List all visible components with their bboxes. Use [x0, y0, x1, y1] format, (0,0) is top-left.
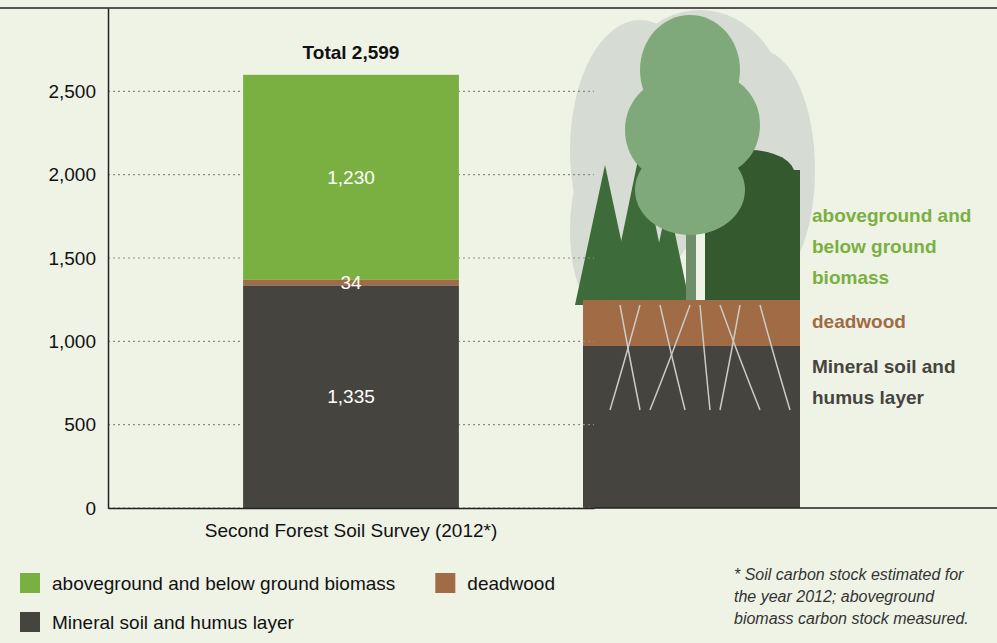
root [760, 305, 790, 410]
root [610, 305, 640, 410]
text-line: aboveground and [812, 205, 971, 226]
illustration [570, 10, 815, 508]
text-line: humus layer [812, 387, 925, 408]
legend-item: deadwood [435, 573, 555, 594]
data-label: 34 [340, 272, 362, 293]
root [720, 305, 740, 410]
data-label: 1,230 [327, 167, 375, 188]
background [0, 0, 997, 643]
y-axis: 0 500 1,000 1,500 2,000 2,500 [48, 9, 108, 519]
legend-label: Mineral soil and humus layer [52, 612, 295, 633]
text-line: deadwood [812, 311, 906, 332]
bars [243, 75, 459, 508]
text-line: Mineral soil and [812, 356, 956, 377]
y-tick-label: 1,500 [48, 248, 96, 269]
legend-label: aboveground and below ground biomass [52, 573, 395, 594]
roots [610, 305, 790, 410]
illustration-label: aboveground and below ground biomass [812, 205, 971, 288]
y-tick: 0 [85, 498, 108, 519]
y-tick: 1,500 [48, 248, 108, 269]
bar-segment [243, 75, 459, 280]
y-tick-label: 2,500 [48, 81, 96, 102]
y-tick: 1,000 [48, 331, 108, 352]
tree-crown [635, 145, 745, 235]
y-tick: 500 [64, 414, 108, 435]
root [620, 305, 640, 410]
footnote: * Soil carbon stock estimated for the yea… [734, 566, 969, 627]
text-line: the year 2012; aboveground [734, 588, 935, 605]
data-label: 1,335 [327, 386, 375, 407]
legend-item: Mineral soil and humus layer [20, 612, 295, 633]
legend: aboveground and below ground biomass dead… [20, 573, 555, 633]
x-tick-label: Second Forest Soil Survey (2012*) [205, 520, 498, 541]
chart-svg: 1,230 34 1,335 Total 2,599 0 500 1,000 1,500 2,0… [0, 0, 997, 643]
legend-label: deadwood [467, 573, 555, 594]
soil-layer [583, 346, 800, 508]
text-line: biomass carbon stock measured. [734, 610, 969, 627]
y-tick-label: 500 [64, 414, 96, 435]
root [720, 305, 760, 410]
text-line: below ground [812, 236, 937, 257]
x-tick: Second Forest Soil Survey (2012*) [205, 508, 498, 541]
y-axis-line [108, 9, 110, 509]
legend-swatch [20, 573, 40, 593]
x-axis-line [109, 508, 595, 510]
data-labels: 1,230 34 1,335 [327, 167, 375, 407]
text-line: * Soil carbon stock estimated for [734, 566, 964, 583]
y-tick: 2,500 [48, 81, 108, 102]
baseline-extension [594, 507, 997, 509]
chart-container: 1,230 34 1,335 Total 2,599 0 500 1,000 1,500 2,0… [0, 0, 997, 643]
annotation: Total 2,599 [303, 42, 400, 63]
bar-segment [243, 286, 459, 509]
frame-top [0, 7, 997, 9]
x-axis: Second Forest Soil Survey (2012*) [109, 508, 595, 541]
text-line: biomass [812, 267, 889, 288]
y-tick-label: 0 [85, 498, 96, 519]
y-tick: 2,000 [48, 164, 108, 185]
y-tick-label: 2,000 [48, 164, 96, 185]
legend-swatch [435, 573, 455, 593]
litter-layer [583, 300, 800, 346]
legend-item: aboveground and below ground biomass [20, 573, 395, 594]
root [700, 305, 710, 410]
y-tick-label: 1,000 [48, 331, 96, 352]
illustration-label: Mineral soil and humus layer [812, 356, 956, 408]
root [660, 305, 685, 410]
illustration-label: deadwood [812, 311, 906, 332]
legend-swatch [20, 612, 40, 632]
root [650, 305, 690, 410]
